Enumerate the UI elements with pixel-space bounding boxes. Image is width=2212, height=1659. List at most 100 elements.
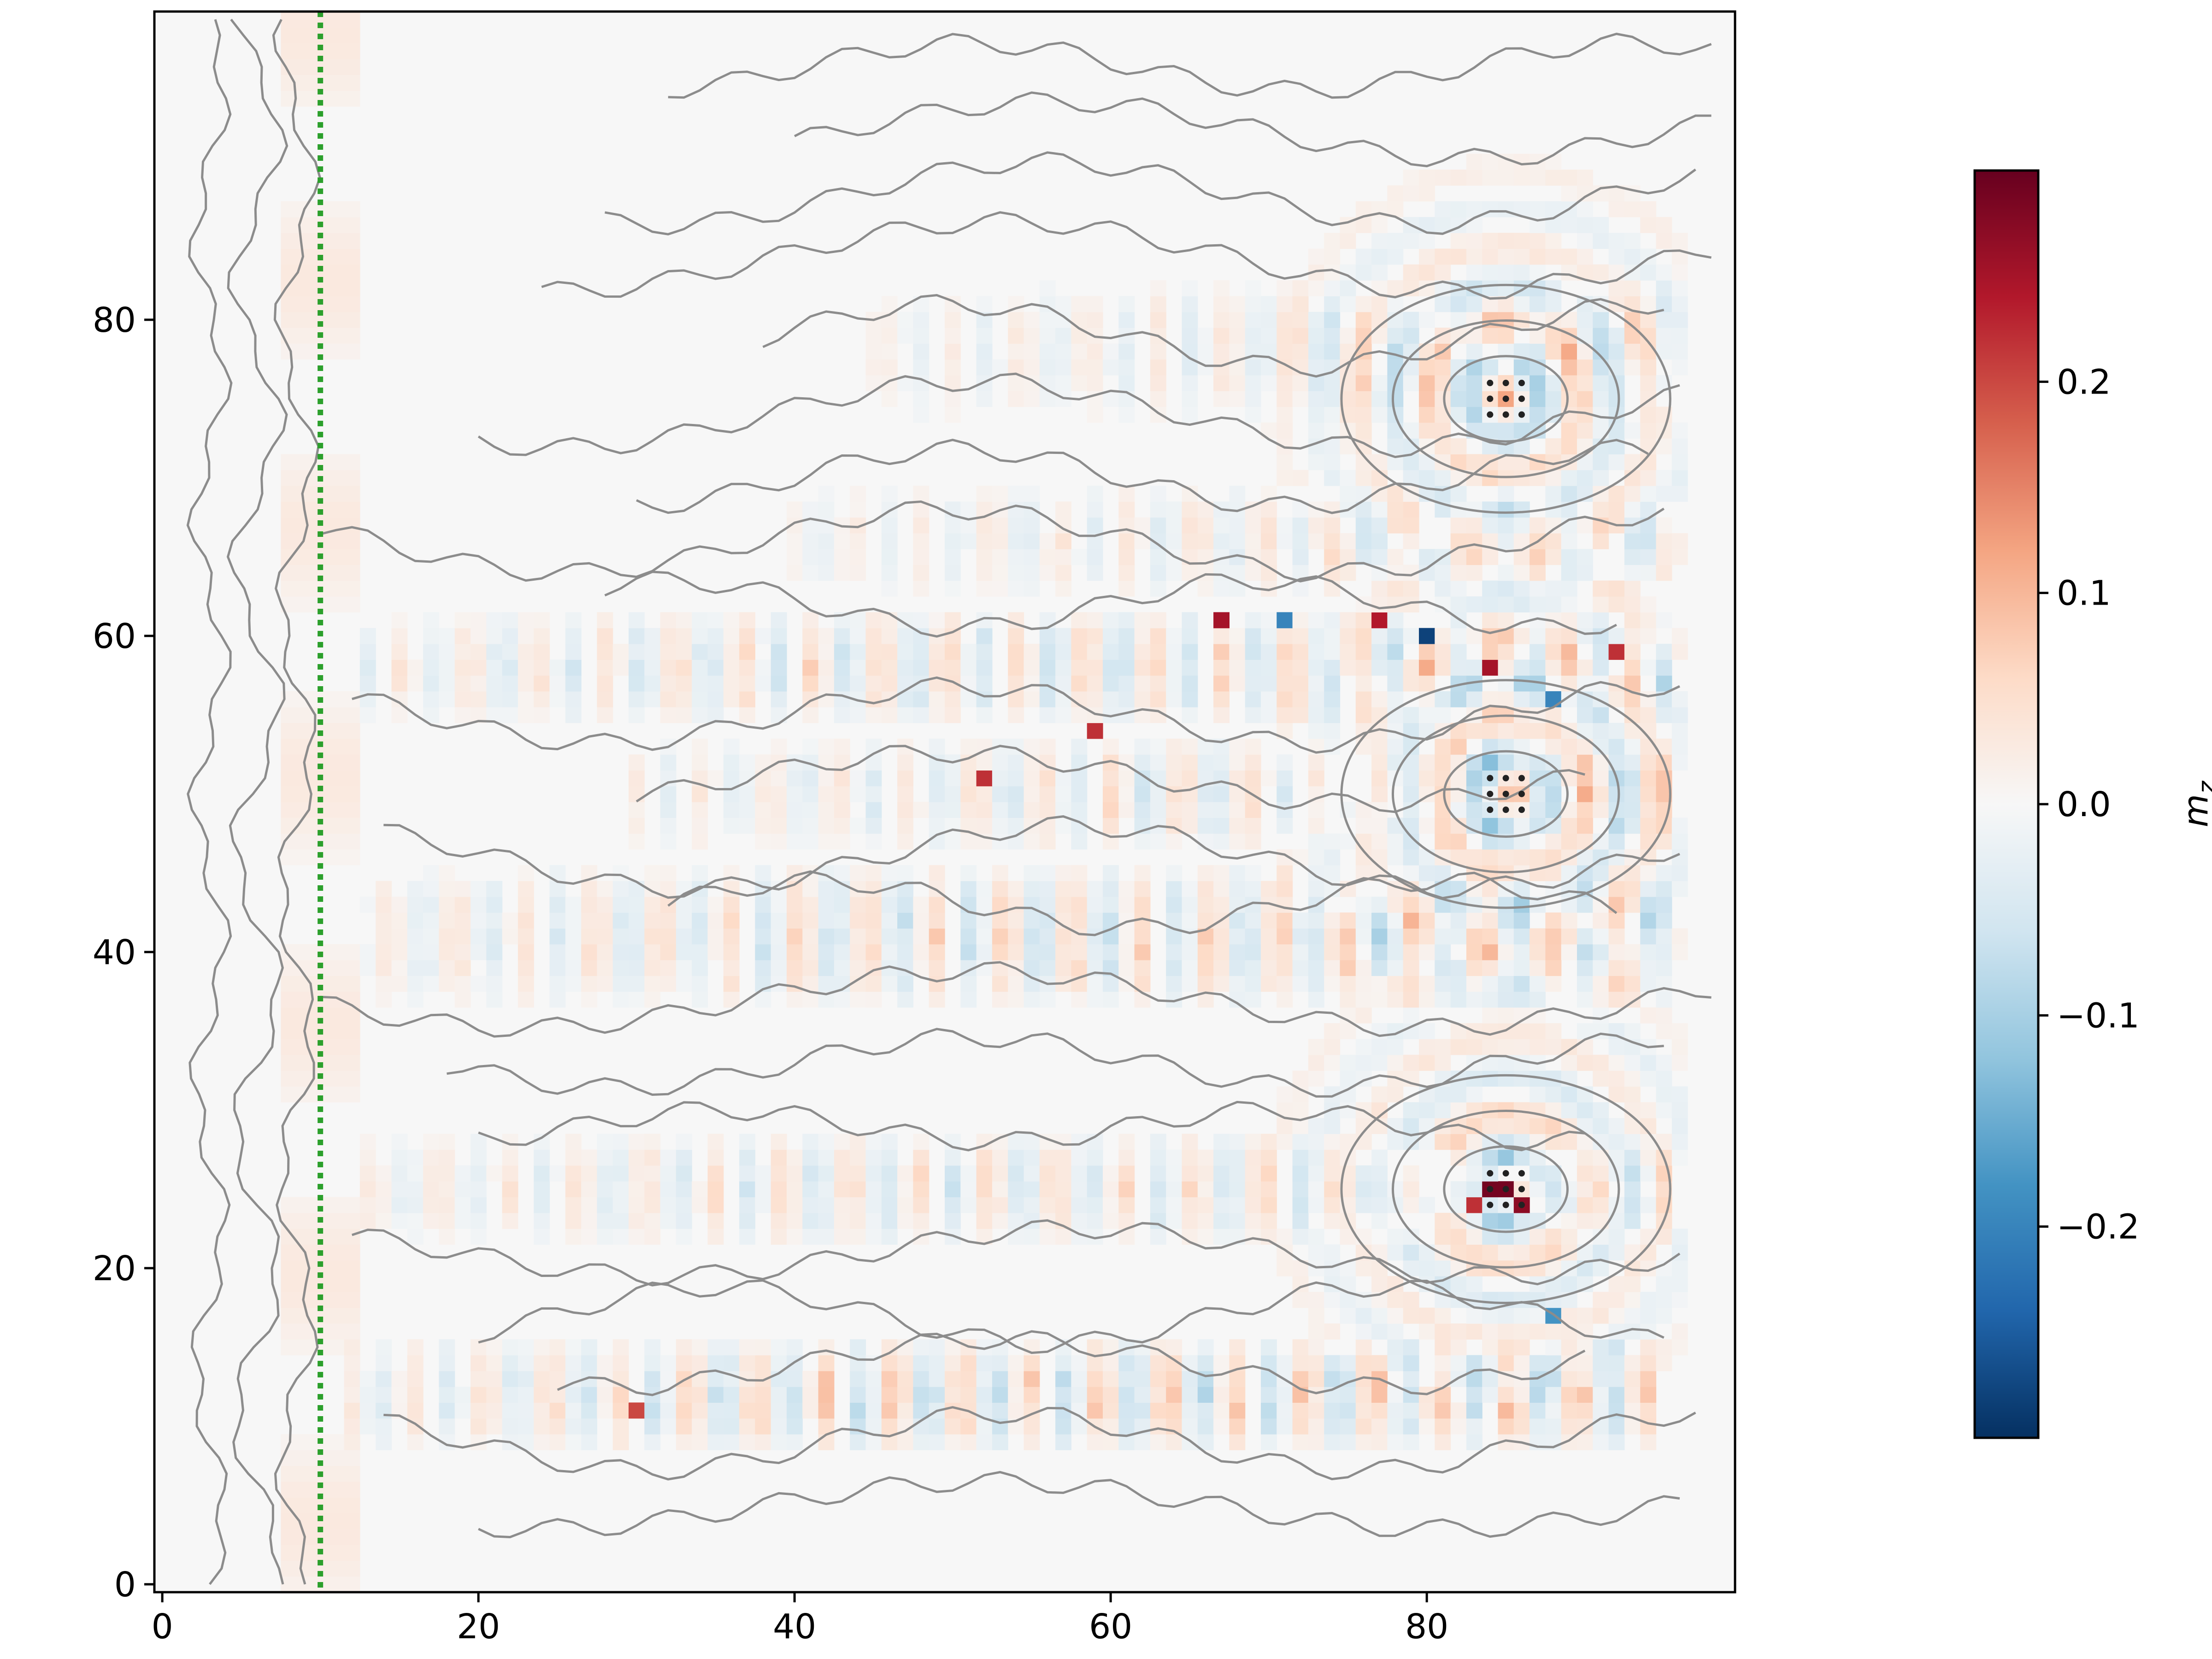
- heatmap-cell: [1229, 1402, 1246, 1419]
- heatmap-cell: [1624, 233, 1641, 249]
- heatmap-cell: [1277, 991, 1293, 1008]
- heatmap-cell: [755, 991, 771, 1008]
- heatmap-cell: [1387, 991, 1404, 1008]
- heatmap-cell: [407, 659, 424, 676]
- heatmap-cell: [1593, 217, 1609, 233]
- heatmap-cell: [771, 1229, 787, 1245]
- heatmap-cell: [1355, 296, 1372, 312]
- heatmap-cell: [1671, 1118, 1688, 1134]
- heatmap-cell: [296, 27, 313, 44]
- heatmap-cell: [1466, 296, 1483, 312]
- heatmap-cell: [597, 707, 613, 724]
- heatmap-cell: [1071, 1371, 1088, 1387]
- heatmap-cell: [1419, 470, 1435, 486]
- heatmap-cell: [818, 1181, 835, 1198]
- heatmap-cell: [1024, 675, 1040, 692]
- heatmap-cell: [1577, 818, 1593, 834]
- heatmap-cell: [454, 644, 471, 660]
- heatmap-cell: [771, 1134, 787, 1150]
- heatmap-cell: [1624, 501, 1641, 518]
- heatmap-cell: [1355, 264, 1372, 281]
- heatmap-cell: [1340, 991, 1356, 1008]
- heatmap-cell: [850, 1134, 866, 1150]
- heatmap-cell: [1577, 659, 1593, 676]
- heatmap-cell: [834, 691, 850, 707]
- heatmap-cell: [1561, 754, 1577, 771]
- heatmap-cell: [344, 1086, 360, 1103]
- heatmap-cell: [1593, 1181, 1609, 1198]
- heatmap-cell: [1308, 280, 1324, 296]
- heatmap-cell: [834, 1212, 850, 1229]
- heatmap-cell: [1355, 612, 1372, 629]
- heatmap-cell: [755, 802, 771, 818]
- heatmap-cell: [471, 644, 487, 660]
- heatmap-cell: [1608, 422, 1625, 439]
- heatmap-cell: [1292, 849, 1309, 865]
- heatmap-cell: [992, 976, 1008, 992]
- heatmap-cell: [344, 90, 360, 107]
- heatmap-cell: [897, 659, 913, 676]
- heatmap-cell: [834, 991, 850, 1008]
- heatmap-cell: [1071, 865, 1088, 882]
- heatmap-cell: [1640, 628, 1657, 644]
- heatmap-cell: [1277, 754, 1293, 771]
- heatmap-cell: [1039, 565, 1056, 581]
- heatmap-cell: [1150, 1134, 1166, 1150]
- heatmap-cell: [1671, 865, 1688, 882]
- heatmap-cell: [344, 1212, 360, 1229]
- heatmap-cell: [1656, 1307, 1672, 1324]
- heatmap-cell: [1213, 675, 1230, 692]
- heatmap-cell: [1498, 1149, 1514, 1166]
- heatmap-cell: [1324, 849, 1341, 865]
- x-tick-label: 40: [773, 1607, 816, 1647]
- heatmap-cell: [1118, 675, 1135, 692]
- heatmap-cell: [929, 691, 945, 707]
- heatmap-cell: [960, 896, 977, 913]
- heatmap-cell: [1071, 802, 1088, 818]
- contour-line: [794, 91, 1712, 168]
- heatmap-cell: [692, 612, 708, 629]
- heatmap-cell: [660, 944, 677, 960]
- heatmap-cell: [1671, 881, 1688, 897]
- heatmap-cell: [1166, 565, 1182, 581]
- heatmap-cell: [1071, 1197, 1088, 1213]
- heatmap-cell: [1498, 1007, 1514, 1024]
- heatmap-cell: [1593, 1054, 1609, 1071]
- heatmap-cell: [1656, 1071, 1672, 1087]
- heatmap-cell: [850, 707, 866, 724]
- heatmap-cell: [423, 1197, 439, 1213]
- heatmap-cell: [929, 644, 945, 660]
- heatmap-cell: [1182, 644, 1198, 660]
- heatmap-cell: [1640, 486, 1657, 502]
- heatmap-cell: [376, 1212, 392, 1229]
- heatmap-cell: [1640, 960, 1657, 976]
- heatmap-cell: [1435, 707, 1451, 724]
- heatmap-cell: [1087, 691, 1103, 707]
- heatmap-cell: [1229, 391, 1246, 407]
- heatmap-cell: [1640, 1387, 1657, 1403]
- heatmap-cell: [344, 533, 360, 549]
- heatmap-cell: [1608, 391, 1625, 407]
- heatmap-cell: [565, 976, 582, 992]
- heatmap-cell: [850, 659, 866, 676]
- heatmap-cell: [1482, 723, 1499, 739]
- heatmap-cell: [1466, 1118, 1483, 1134]
- heatmap-cell: [1245, 628, 1261, 644]
- heatmap-cell: [723, 1434, 740, 1450]
- heatmap-cell: [1308, 818, 1324, 834]
- heatmap-cell: [1134, 517, 1151, 534]
- heatmap-cell: [471, 1229, 487, 1245]
- heatmap-cell: [1498, 675, 1514, 692]
- heatmap-cell: [929, 960, 945, 976]
- heatmap-cell: [1024, 1387, 1040, 1403]
- heatmap-cell: [1324, 233, 1341, 249]
- heatmap-cell: [1608, 454, 1625, 471]
- heatmap-cell: [1229, 1181, 1246, 1198]
- heatmap-cell: [787, 928, 803, 945]
- heatmap-cell: [1308, 770, 1324, 787]
- heatmap-cell: [1324, 296, 1341, 312]
- heatmap-cell: [1561, 944, 1577, 960]
- heatmap-cell: [1071, 1387, 1088, 1403]
- heatmap-cell: [565, 1402, 582, 1419]
- heatmap-cell: [1245, 1229, 1261, 1245]
